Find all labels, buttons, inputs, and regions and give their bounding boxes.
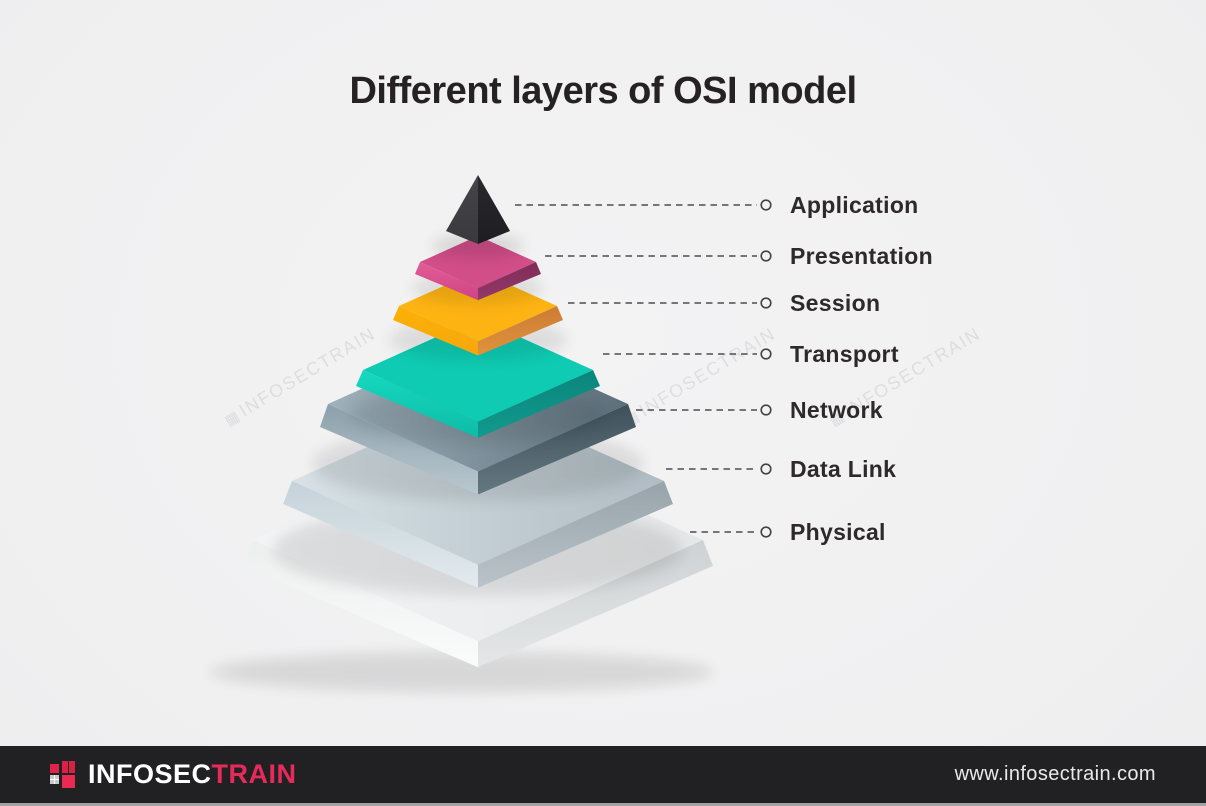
wordmark-infosec: INFOSEC (88, 759, 212, 789)
infosectrain-logo-icon (50, 761, 77, 788)
connector-network (636, 404, 772, 416)
connector-transport (603, 348, 772, 360)
pyramid-layer-application (446, 175, 510, 244)
logo-square (62, 775, 75, 788)
connector-physical (690, 526, 772, 538)
connector-application (515, 199, 772, 211)
layer-label-session: Session (790, 290, 881, 316)
osi-pyramid-diagram (210, 175, 772, 692)
layer-label-physical: Physical (790, 519, 886, 545)
infosectrain-logo: INFOSECTRAIN (50, 761, 297, 788)
connector-presentation (545, 250, 772, 262)
page-title: Different layers of OSI model (349, 70, 857, 112)
website-url: www.infosectrain.com (954, 763, 1156, 785)
logo-square (50, 764, 59, 773)
layer-label-network: Network (790, 397, 883, 423)
wordmark-train: TRAIN (211, 759, 297, 789)
logo-square (69, 761, 75, 773)
infosectrain-wordmark: INFOSECTRAIN (88, 761, 297, 788)
layer-label-transport: Transport (790, 341, 899, 367)
logo-square-grid (50, 775, 59, 784)
layer-label-presentation: Presentation (790, 243, 933, 269)
layer-label-data-link: Data Link (790, 456, 897, 482)
footer-bar: INFOSECTRAIN www.infosectrain.com (0, 746, 1206, 803)
connector-session (568, 297, 772, 309)
layer-label-application: Application (790, 192, 919, 218)
connector-data-link (666, 463, 772, 475)
footer-bottom-strip (0, 803, 1206, 806)
logo-square (62, 761, 68, 773)
